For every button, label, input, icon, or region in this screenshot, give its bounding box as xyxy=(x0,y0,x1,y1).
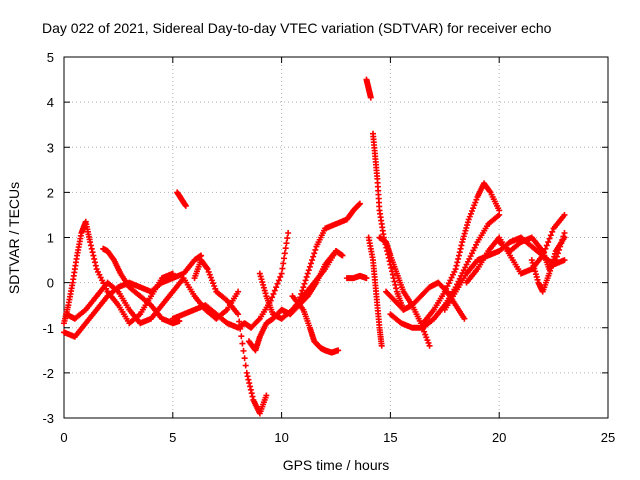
data-series xyxy=(296,200,363,304)
data-point-markers xyxy=(296,200,363,304)
y-tick-label: -2 xyxy=(42,366,54,381)
y-tick-label: 4 xyxy=(47,95,54,110)
x-axis-label: GPS time / hours xyxy=(283,457,390,473)
data-point-markers xyxy=(100,245,183,327)
x-tick-label: 15 xyxy=(383,430,397,445)
y-tick-label: 0 xyxy=(47,276,54,291)
x-tick-label: 0 xyxy=(60,430,67,445)
x-tick-labels: 0 5 10 15 20 25 xyxy=(60,430,615,445)
grid-lines xyxy=(64,57,608,418)
x-tick-label: 20 xyxy=(492,430,506,445)
data-series xyxy=(363,76,374,101)
data-point-markers xyxy=(363,76,374,101)
y-tick-label: 2 xyxy=(47,185,54,200)
data-point-markers xyxy=(387,211,503,331)
y-tick-labels: -3 -2 -1 0 1 2 3 4 5 xyxy=(42,50,54,426)
x-tick-label: 5 xyxy=(169,430,176,445)
y-tick-label: -3 xyxy=(42,411,54,426)
data-series xyxy=(61,252,205,340)
data-point-markers xyxy=(420,180,503,327)
data-series xyxy=(174,189,189,209)
data-series xyxy=(169,229,292,331)
x-tick-label: 25 xyxy=(601,430,615,445)
data-point-markers xyxy=(528,234,568,295)
data-point-markers xyxy=(343,272,370,282)
y-tick-label: 1 xyxy=(47,231,54,246)
data-point-markers xyxy=(289,293,342,356)
axis-ticks xyxy=(63,56,609,419)
data-series xyxy=(387,211,503,331)
data-point-markers xyxy=(174,189,189,209)
data-series xyxy=(420,180,503,327)
data-series xyxy=(100,245,183,327)
y-tick-label: 5 xyxy=(47,50,54,65)
x-tick-label: 10 xyxy=(274,430,288,445)
data-points xyxy=(61,76,568,417)
y-axis-label: SDTVAR / TECUs xyxy=(6,182,22,294)
data-series xyxy=(528,234,568,295)
data-point-markers xyxy=(169,229,292,331)
data-series xyxy=(256,248,346,322)
data-point-markers xyxy=(256,248,346,322)
data-point-markers xyxy=(191,257,270,417)
data-series xyxy=(289,293,342,356)
y-tick-label: -1 xyxy=(42,321,54,336)
data-series xyxy=(365,234,385,349)
data-series xyxy=(191,257,270,417)
y-tick-label: 3 xyxy=(47,140,54,155)
data-series xyxy=(343,272,370,282)
data-point-markers xyxy=(61,252,205,340)
chart-title: Day 022 of 2021, Sidereal Day-to-day VTE… xyxy=(42,20,552,36)
data-point-markers xyxy=(365,234,385,349)
